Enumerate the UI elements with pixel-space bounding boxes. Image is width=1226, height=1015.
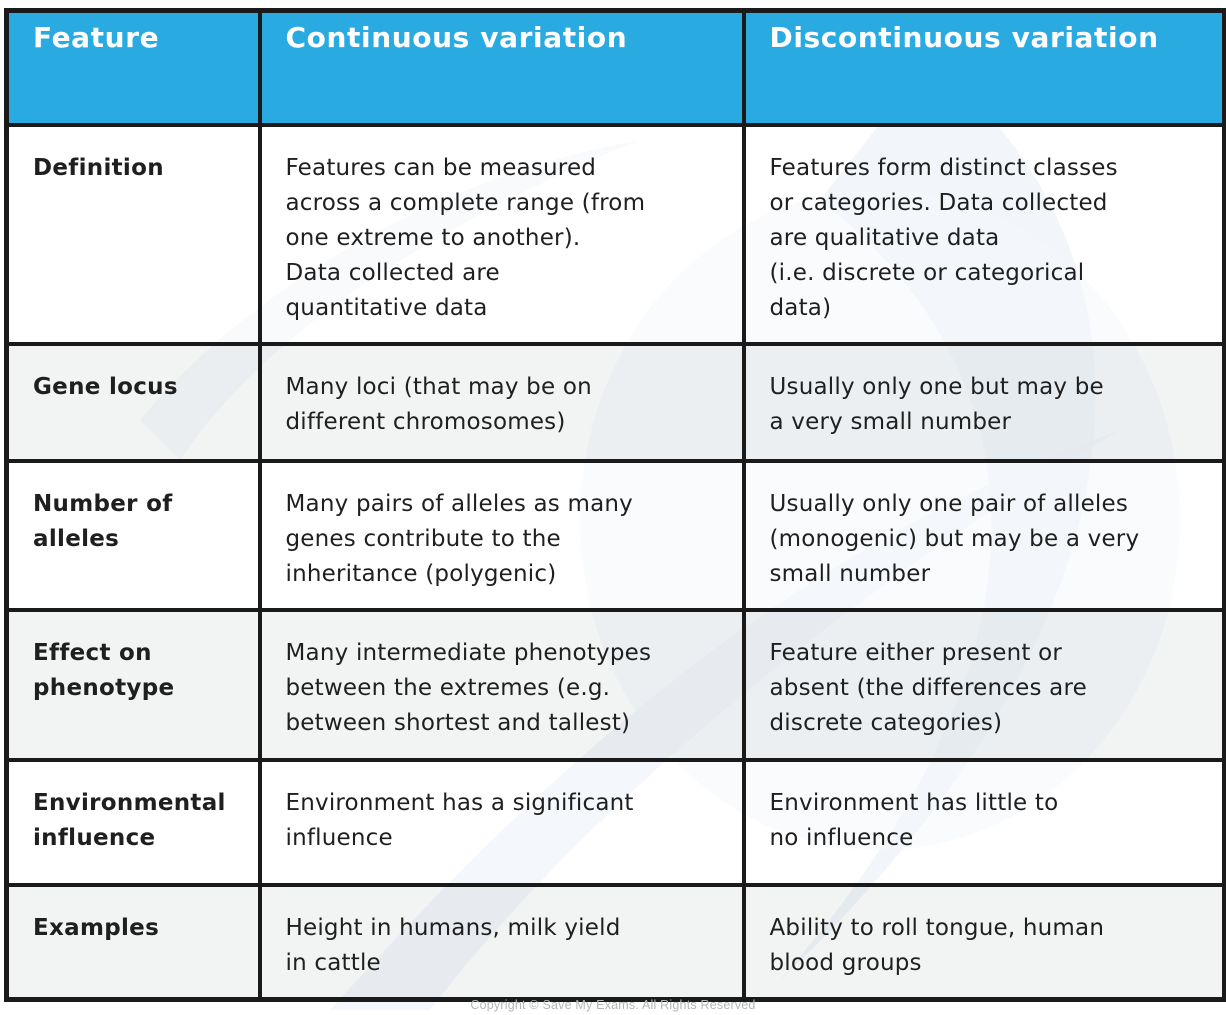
continuous-cell: Environment has a significant influence	[257, 757, 746, 887]
continuous-cell: Many intermediate phenotypes between the…	[257, 607, 746, 762]
header-discontinuous-variation: Discontinuous variation	[741, 8, 1226, 127]
continuous-cell: Features can be measured across a comple…	[257, 122, 746, 346]
table-row-gene-locus: Gene locus Many loci (that may be on dif…	[4, 341, 1226, 463]
header-feature: Feature	[4, 8, 262, 127]
table-row-environmental-influence: Environmental influence Environment has …	[4, 757, 1226, 887]
header-continuous-variation: Continuous variation	[257, 8, 746, 127]
continuous-cell: Height in humans, milk yield in cattle	[257, 882, 746, 1002]
table-row-definition: Definition Features can be measured acro…	[4, 122, 1226, 346]
discontinuous-cell: Features form distinct classes or catego…	[741, 122, 1226, 346]
table-row-effect-on-phenotype: Effect on phenotype Many intermediate ph…	[4, 607, 1226, 762]
feature-cell: Definition	[4, 122, 262, 346]
comparison-table: Feature Continuous variation Discontinuo…	[4, 8, 1226, 1002]
feature-cell: Examples	[4, 882, 262, 1002]
header-row: Feature Continuous variation Discontinuo…	[4, 8, 1226, 127]
discontinuous-cell: Environment has little to no influence	[741, 757, 1226, 887]
copyright-notice: Copyright © Save My Exams. All Rights Re…	[470, 998, 756, 1012]
table-row-number-of-alleles: Number of alleles Many pairs of alleles …	[4, 458, 1226, 612]
feature-cell: Effect on phenotype	[4, 607, 262, 762]
feature-cell: Number of alleles	[4, 458, 262, 612]
feature-cell: Gene locus	[4, 341, 262, 463]
discontinuous-cell: Usually only one but may be a very small…	[741, 341, 1226, 463]
discontinuous-cell: Usually only one pair of alleles (monoge…	[741, 458, 1226, 612]
discontinuous-cell: Feature either present or absent (the di…	[741, 607, 1226, 762]
feature-cell: Environmental influence	[4, 757, 262, 887]
discontinuous-cell: Ability to roll tongue, human blood grou…	[741, 882, 1226, 1002]
table-row-examples: Examples Height in humans, milk yield in…	[4, 882, 1226, 1002]
continuous-cell: Many pairs of alleles as many genes cont…	[257, 458, 746, 612]
continuous-cell: Many loci (that may be on different chro…	[257, 341, 746, 463]
